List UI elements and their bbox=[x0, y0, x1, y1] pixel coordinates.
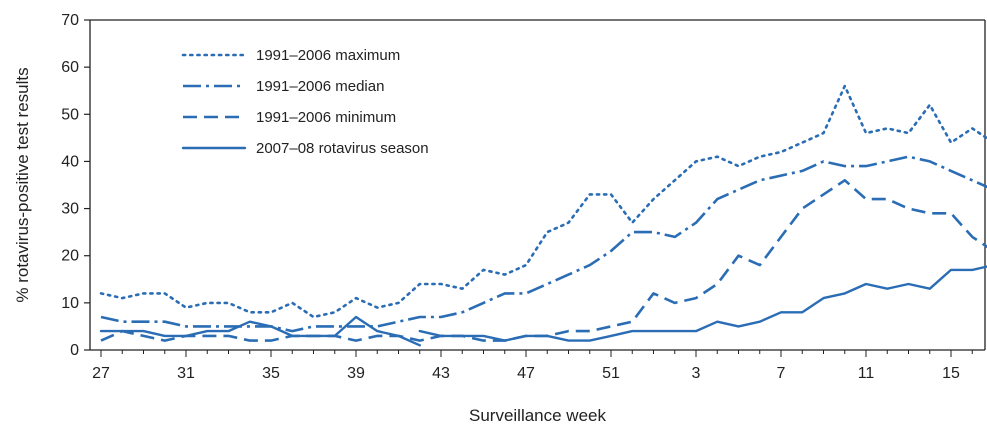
x-tick-label: 39 bbox=[347, 365, 365, 382]
legend-label: 1991–2006 maximum bbox=[256, 47, 400, 64]
x-tick-label: 11 bbox=[858, 365, 875, 382]
x-tick-label: 7 bbox=[777, 365, 786, 382]
y-tick-label: 70 bbox=[61, 12, 79, 29]
x-tick-label: 31 bbox=[177, 365, 195, 382]
x-tick-label: 27 bbox=[92, 365, 110, 382]
legend: 1991–2006 maximum 1991–2006 median 1991–20… bbox=[181, 47, 429, 157]
y-tick-label: 0 bbox=[70, 342, 79, 359]
series-line-4 bbox=[99, 315, 421, 347]
y-tick-label: 30 bbox=[61, 201, 79, 218]
y-tick-label: 20 bbox=[61, 248, 79, 265]
x-tick-label: 15 bbox=[942, 365, 960, 382]
series-line-3 bbox=[100, 179, 987, 342]
y-axis-title: % rotavirus-positive test results bbox=[13, 67, 32, 302]
y-tick-label: 50 bbox=[61, 106, 79, 123]
y-tick-label: 60 bbox=[61, 59, 79, 76]
x-axis-title: Surveillance week bbox=[469, 406, 607, 425]
x-tick-label: 43 bbox=[432, 365, 450, 382]
series-line-5 bbox=[418, 265, 987, 342]
y-tick-label: 10 bbox=[61, 295, 79, 312]
x-tick-label: 35 bbox=[262, 365, 280, 382]
legend-label: 1991–2006 median bbox=[256, 78, 384, 95]
x-tick-label: 47 bbox=[517, 365, 535, 382]
x-tick-label: 51 bbox=[602, 365, 620, 382]
series-line-2 bbox=[100, 155, 987, 333]
series-layer bbox=[99, 84, 987, 347]
y-tick-label: 40 bbox=[61, 153, 79, 170]
axes: 010203040506070273135394347513711151923 bbox=[61, 12, 986, 382]
legend-label: 2007–08 rotavirus season bbox=[256, 140, 429, 157]
series-line-1 bbox=[99, 84, 987, 319]
x-tick-label: 3 bbox=[692, 365, 701, 382]
legend-label: 1991–2006 minimum bbox=[256, 109, 396, 126]
